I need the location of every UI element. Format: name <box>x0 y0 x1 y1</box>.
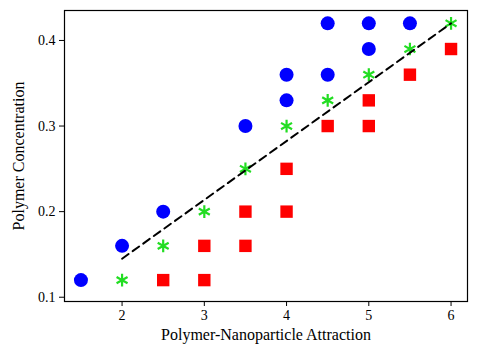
svg-text:0.3: 0.3 <box>38 119 56 134</box>
svg-text:2: 2 <box>119 308 126 323</box>
svg-text:0.2: 0.2 <box>38 204 56 219</box>
svg-text:6: 6 <box>448 308 455 323</box>
svg-text:0.1: 0.1 <box>38 290 56 305</box>
svg-text:4: 4 <box>283 308 290 323</box>
svg-text:5: 5 <box>365 308 372 323</box>
svg-text:Polymer-Nanoparticle Attractio: Polymer-Nanoparticle Attraction <box>161 326 371 344</box>
svg-text:Polymer Concentration: Polymer Concentration <box>10 82 28 231</box>
svg-text:0.4: 0.4 <box>38 33 56 48</box>
svg-text:3: 3 <box>201 308 208 323</box>
